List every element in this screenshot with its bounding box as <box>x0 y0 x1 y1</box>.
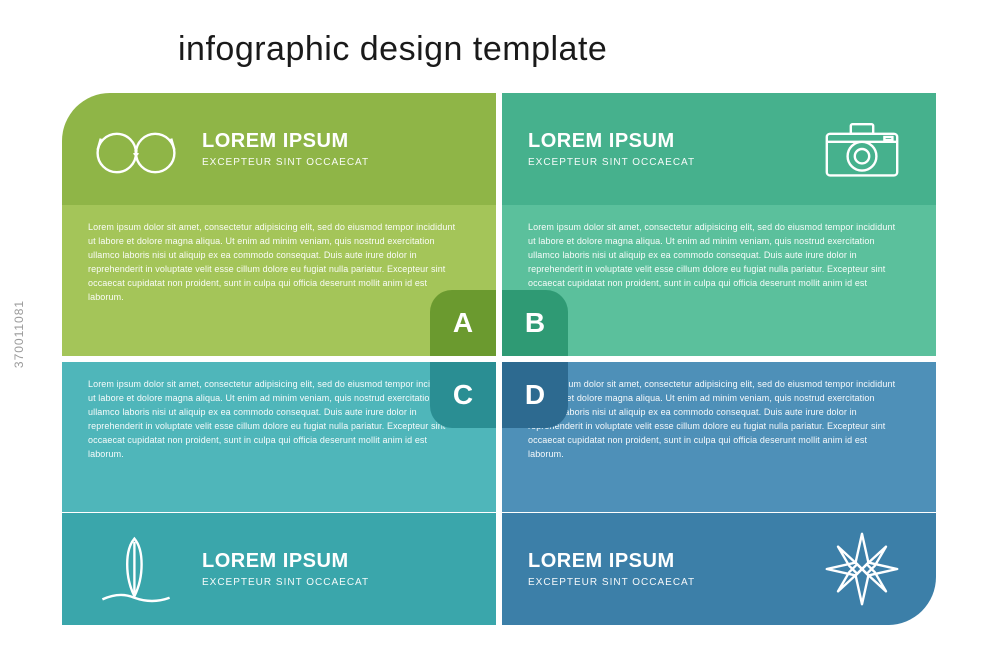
quadrant-a-heading: LOREM IPSUM <box>202 130 369 153</box>
badge-d: D <box>502 362 568 428</box>
compass-icon <box>814 523 910 615</box>
quadrant-b-subheading: EXCEPTEUR SINT OCCAECAT <box>528 157 796 168</box>
quadrant-c-text: Lorem ipsum dolor sit amet, consectetur … <box>88 378 462 462</box>
quadrant-a-subheading: EXCEPTEUR SINT OCCAECAT <box>202 157 369 168</box>
badge-a: A <box>430 290 496 356</box>
quadrant-c-titles: LOREM IPSUM EXCEPTEUR SINT OCCAECAT <box>202 550 369 588</box>
quadrant-b-heading: LOREM IPSUM <box>528 130 796 153</box>
page-title: infographic design template <box>178 30 938 69</box>
quadrant-d-subheading: EXCEPTEUR SINT OCCAECAT <box>528 577 796 588</box>
quadrant-d-header: LOREM IPSUM EXCEPTEUR SINT OCCAECAT <box>502 513 936 625</box>
watermark-side: 370011081 <box>12 299 26 367</box>
quadrant-b-text: Lorem ipsum dolor sit amet, consectetur … <box>528 221 902 305</box>
quadrant-b-titles: LOREM IPSUM EXCEPTEUR SINT OCCAECAT <box>528 130 796 168</box>
glasses-icon <box>88 103 184 195</box>
page: infographic design template <box>0 0 1000 667</box>
quadrant-c-header: LOREM IPSUM EXCEPTEUR SINT OCCAECAT <box>62 513 496 625</box>
quadrant-c-heading: LOREM IPSUM <box>202 550 369 573</box>
quadrant-d-text: Lorem ipsum dolor sit amet, consectetur … <box>528 378 902 462</box>
infographic-grid: LOREM IPSUM EXCEPTEUR SINT OCCAECAT Lore… <box>62 93 936 625</box>
badge-b: B <box>502 290 568 356</box>
quadrant-a-header: LOREM IPSUM EXCEPTEUR SINT OCCAECAT <box>62 93 496 205</box>
quadrant-a-text: Lorem ipsum dolor sit amet, consectetur … <box>88 221 462 305</box>
quadrant-b-header: LOREM IPSUM EXCEPTEUR SINT OCCAECAT <box>502 93 936 205</box>
quadrant-d-titles: LOREM IPSUM EXCEPTEUR SINT OCCAECAT <box>528 550 796 588</box>
surfboard-icon <box>88 523 184 615</box>
camera-icon <box>814 103 910 195</box>
badge-c: C <box>430 362 496 428</box>
quadrant-d-heading: LOREM IPSUM <box>528 550 796 573</box>
quadrant-c-subheading: EXCEPTEUR SINT OCCAECAT <box>202 577 369 588</box>
quadrant-a-titles: LOREM IPSUM EXCEPTEUR SINT OCCAECAT <box>202 130 369 168</box>
